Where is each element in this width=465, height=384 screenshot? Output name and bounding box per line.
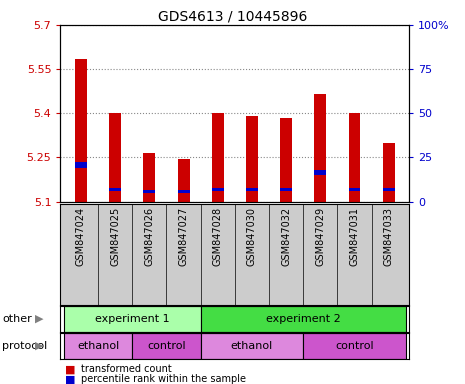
Text: control: control [335,341,374,351]
Text: GSM847024: GSM847024 [76,207,86,266]
Bar [212,113,224,202]
Text: ethanol: ethanol [77,341,119,351]
Bar [383,188,395,191]
Bar [246,188,258,191]
Bar [143,153,155,202]
Bar [200,333,303,359]
Bar [109,113,121,202]
Text: ▶: ▶ [35,341,43,351]
Bar [280,118,292,202]
Bar [246,116,258,202]
Bar [383,143,395,202]
Text: GSM847025: GSM847025 [110,207,120,266]
Bar [178,159,190,202]
Bar [75,59,87,202]
Bar [348,113,360,202]
Text: GSM847033: GSM847033 [384,207,394,266]
Bar [280,188,292,191]
Text: ▶: ▶ [35,314,43,324]
Bar [303,333,406,359]
Text: GSM847030: GSM847030 [247,207,257,266]
Text: GSM847032: GSM847032 [281,207,291,266]
Text: GSM847028: GSM847028 [213,207,223,266]
Bar [314,94,326,202]
Bar [200,306,406,332]
Bar [64,306,200,332]
Bar [314,170,326,175]
Bar [143,190,155,193]
Bar [64,333,132,359]
Bar [348,188,360,191]
Text: other: other [2,314,32,324]
Bar [178,190,190,193]
Text: GSM847031: GSM847031 [350,207,359,266]
Text: GSM847027: GSM847027 [179,207,188,266]
Text: GSM847026: GSM847026 [144,207,154,266]
Text: transformed count: transformed count [81,364,172,374]
Text: GSM847029: GSM847029 [315,207,326,266]
Text: protocol: protocol [2,341,47,351]
Text: ■: ■ [65,364,76,374]
Bar [132,333,200,359]
Bar [75,162,87,168]
Text: ethanol: ethanol [231,341,273,351]
Text: experiment 1: experiment 1 [95,314,170,324]
Text: percentile rank within the sample: percentile rank within the sample [81,374,246,384]
Text: ■: ■ [65,374,76,384]
Text: GDS4613 / 10445896: GDS4613 / 10445896 [158,10,307,23]
Text: experiment 2: experiment 2 [266,314,340,324]
Bar [109,188,121,191]
Bar [212,188,224,191]
Text: control: control [147,341,186,351]
